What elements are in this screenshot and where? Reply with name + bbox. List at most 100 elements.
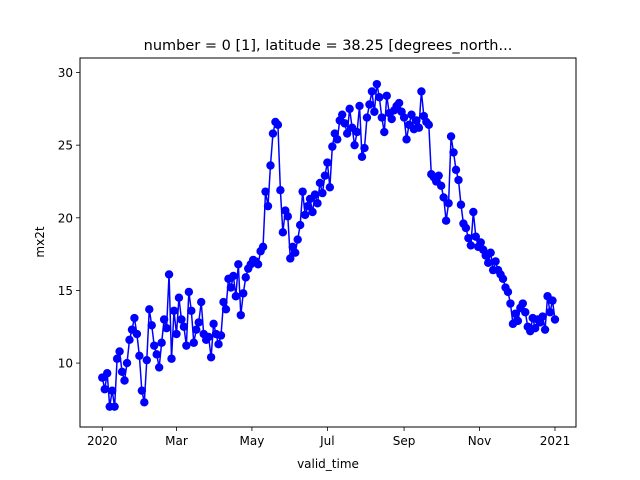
data-point bbox=[174, 293, 184, 302]
data-point bbox=[436, 181, 446, 191]
data-point bbox=[414, 123, 424, 132]
data-point bbox=[258, 242, 268, 252]
data-point bbox=[219, 297, 228, 307]
data-point bbox=[216, 331, 226, 340]
data-point bbox=[276, 186, 285, 195]
data-point bbox=[382, 91, 391, 100]
axes-frame bbox=[79, 57, 577, 428]
data-point bbox=[375, 93, 384, 102]
data-point bbox=[154, 363, 164, 372]
data-point bbox=[355, 101, 364, 111]
data-point bbox=[449, 148, 458, 157]
data-point bbox=[214, 339, 223, 349]
data-point bbox=[164, 270, 174, 279]
data-point bbox=[503, 287, 513, 297]
data-point bbox=[300, 210, 310, 220]
data-point bbox=[172, 329, 181, 339]
data-point bbox=[226, 283, 236, 292]
data-point bbox=[491, 257, 500, 266]
data-point bbox=[100, 385, 109, 394]
data-point bbox=[518, 299, 528, 308]
data-point bbox=[444, 199, 453, 208]
data-point bbox=[350, 140, 359, 150]
data-point bbox=[103, 369, 112, 378]
y-tick-label: 20 bbox=[58, 211, 73, 225]
data-point bbox=[187, 306, 196, 315]
data-point bbox=[167, 354, 176, 363]
data-point bbox=[454, 175, 463, 185]
data-point bbox=[298, 187, 307, 196]
y-tick-label: 25 bbox=[58, 139, 73, 153]
data-point bbox=[540, 325, 550, 334]
y-axis-label: mx2t bbox=[33, 226, 47, 257]
data-point bbox=[357, 152, 367, 161]
data-point bbox=[412, 116, 421, 125]
data-point bbox=[323, 158, 332, 167]
data-point bbox=[293, 235, 302, 244]
data-point bbox=[239, 289, 248, 298]
data-point bbox=[157, 338, 166, 347]
data-point bbox=[291, 248, 300, 257]
data-point bbox=[362, 113, 372, 122]
data-point bbox=[142, 355, 151, 365]
data-point bbox=[530, 324, 540, 333]
data-point bbox=[360, 143, 369, 153]
data-point bbox=[204, 332, 213, 342]
data-point bbox=[325, 183, 335, 192]
data-point bbox=[261, 187, 270, 196]
data-point bbox=[434, 171, 443, 180]
data-point bbox=[130, 313, 139, 323]
data-point bbox=[402, 135, 411, 144]
data-point bbox=[380, 127, 389, 137]
data-point bbox=[345, 104, 354, 114]
data-point bbox=[229, 271, 238, 281]
data-point bbox=[182, 341, 191, 350]
y-tick-label: 15 bbox=[58, 284, 73, 298]
data-point bbox=[135, 351, 144, 361]
data-point bbox=[286, 254, 295, 263]
data-point bbox=[456, 200, 466, 209]
data-point bbox=[150, 341, 159, 350]
data-point bbox=[441, 216, 451, 225]
data-point bbox=[295, 220, 305, 230]
x-tick-label: Jul bbox=[319, 434, 334, 448]
data-point bbox=[192, 325, 201, 334]
data-point bbox=[469, 207, 478, 217]
data-point bbox=[112, 354, 122, 363]
data-point bbox=[231, 292, 241, 301]
data-point bbox=[303, 201, 312, 211]
data-point bbox=[407, 110, 416, 119]
chart-title: number = 0 [1], latitude = 38.25 [degree… bbox=[144, 38, 513, 54]
data-point bbox=[107, 386, 117, 395]
data-point bbox=[365, 100, 374, 109]
data-point bbox=[333, 135, 342, 144]
data-point bbox=[278, 228, 288, 237]
data-point bbox=[197, 297, 206, 307]
data-point bbox=[340, 119, 349, 128]
data-point bbox=[263, 201, 273, 211]
data-point bbox=[137, 386, 147, 395]
data-point bbox=[476, 238, 485, 247]
x-tick-label: 2021 bbox=[540, 434, 571, 448]
data-point bbox=[548, 296, 557, 305]
data-point bbox=[122, 358, 132, 368]
data-point bbox=[538, 312, 547, 321]
y-tick-label: 10 bbox=[58, 357, 73, 371]
data-point bbox=[145, 305, 154, 314]
data-point bbox=[221, 305, 231, 314]
y-tick-label: 30 bbox=[58, 66, 73, 80]
data-point bbox=[367, 87, 377, 96]
data-point bbox=[466, 241, 476, 250]
x-tick-label: Sep bbox=[393, 434, 416, 448]
data-point bbox=[550, 315, 560, 324]
data-point bbox=[253, 260, 263, 269]
data-point bbox=[338, 110, 347, 119]
data-point bbox=[266, 161, 275, 170]
data-point bbox=[352, 127, 362, 137]
data-point bbox=[115, 347, 124, 356]
data-point bbox=[315, 178, 325, 188]
data-point bbox=[313, 199, 322, 208]
data-point bbox=[320, 171, 330, 180]
data-point bbox=[464, 233, 473, 243]
data-point bbox=[513, 316, 523, 326]
